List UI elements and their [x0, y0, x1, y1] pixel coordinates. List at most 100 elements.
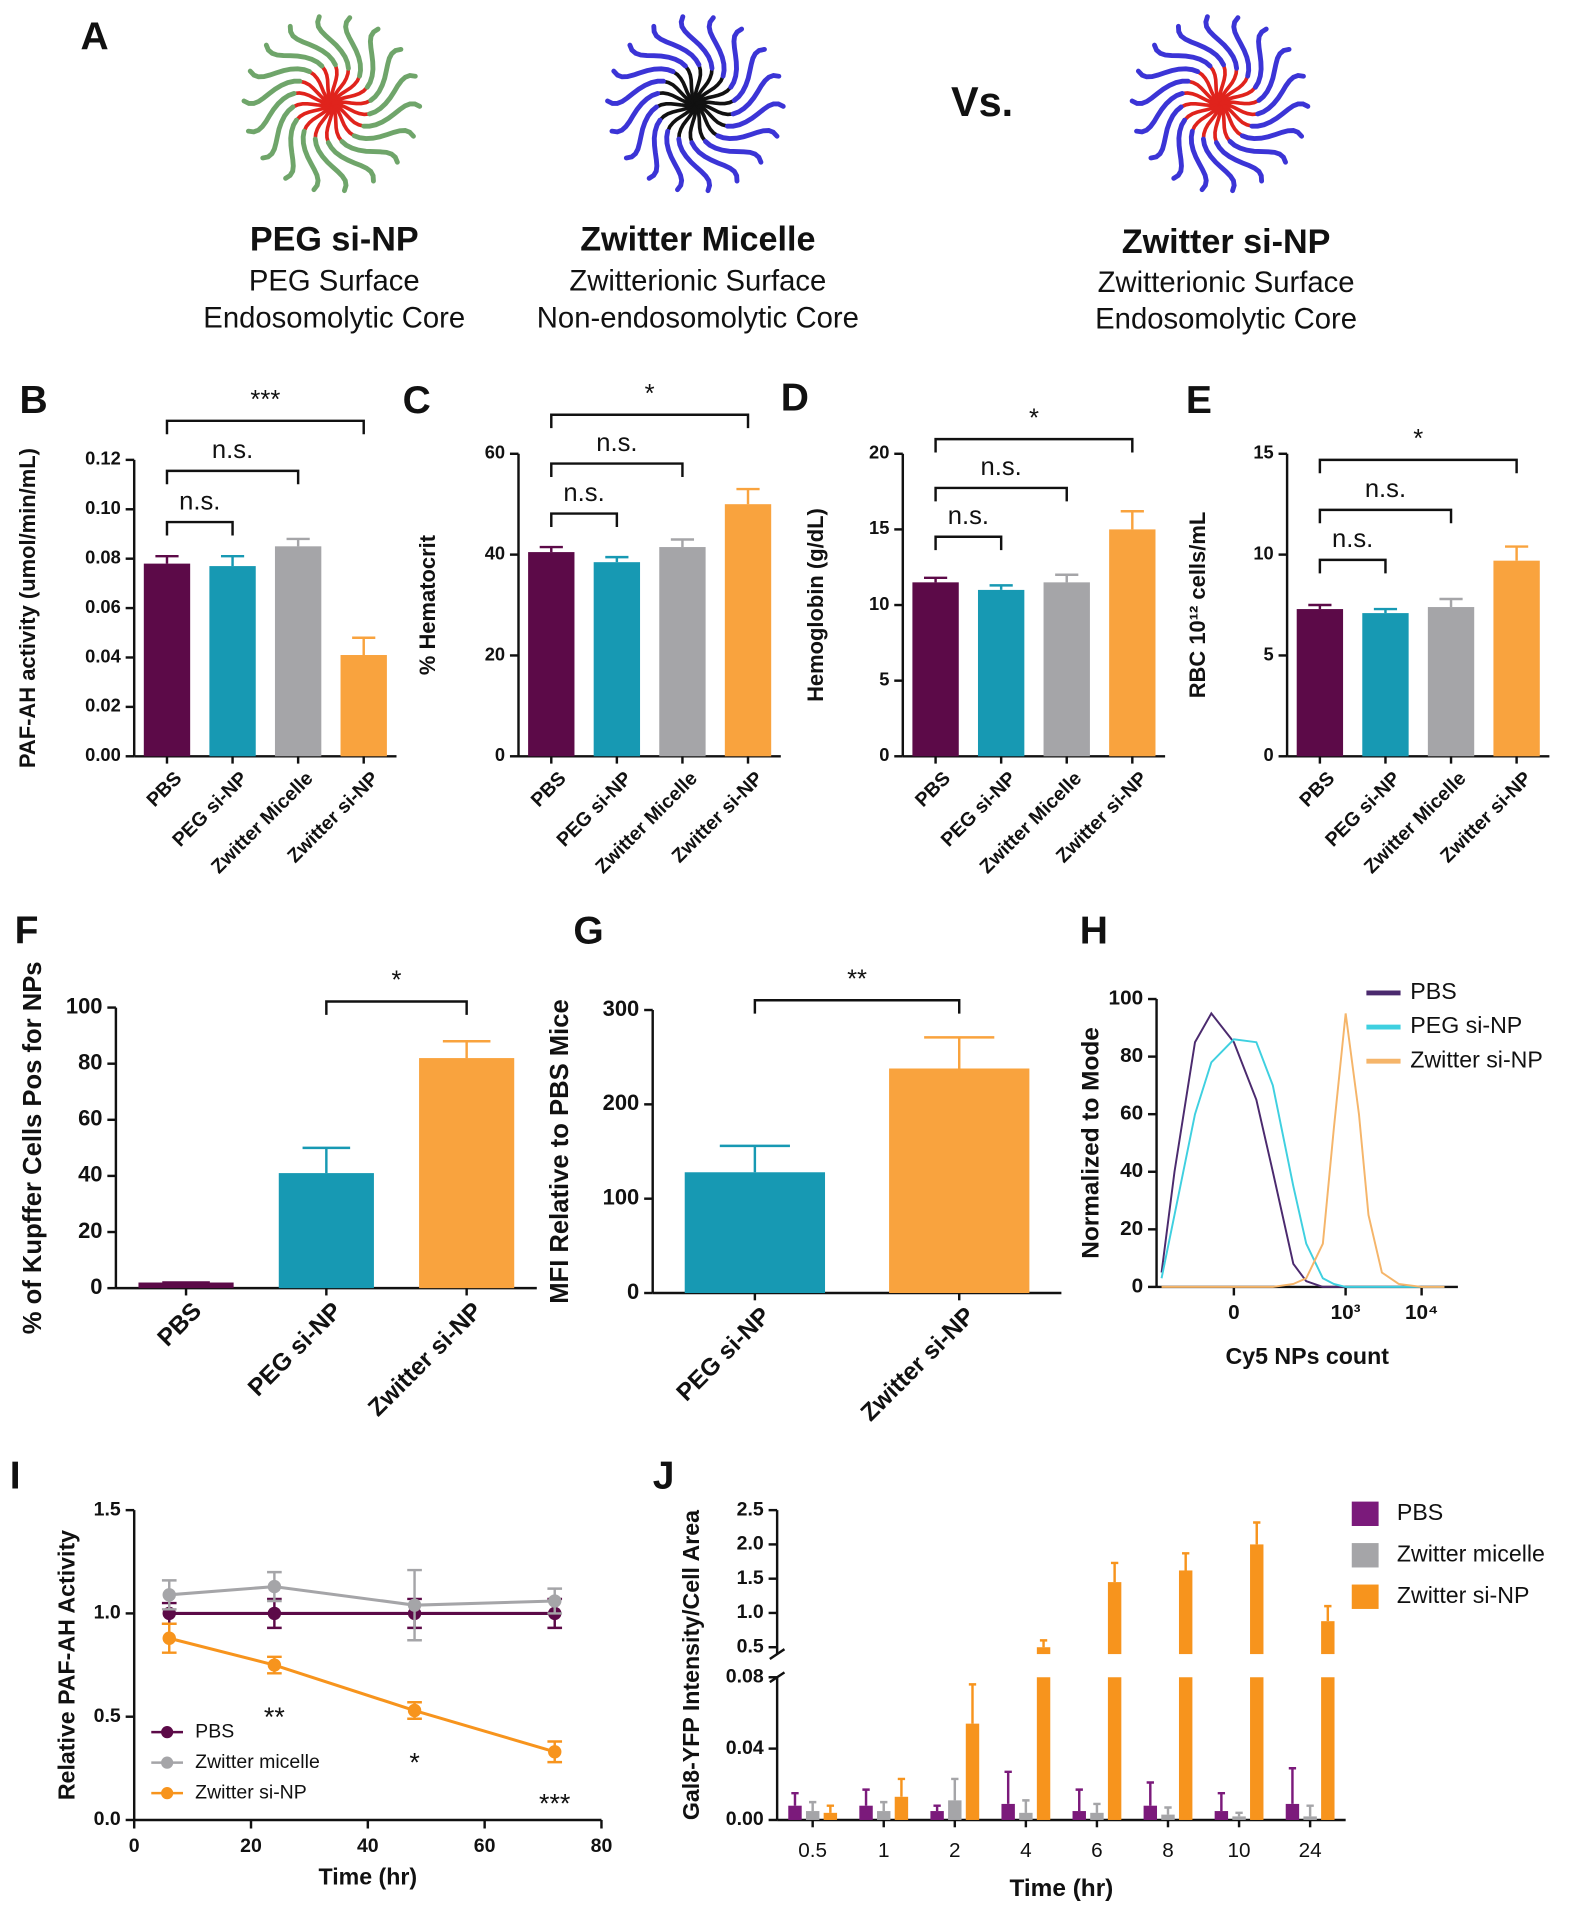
error-bar: [924, 1036, 995, 1069]
significance-bracket: [165, 520, 234, 536]
y-tick-label: 2.0: [737, 1533, 764, 1555]
y-axis-label: % Hematocrit: [415, 534, 440, 675]
y-tick-label: 0: [90, 1274, 102, 1299]
x-axis-label: Time (hr): [1009, 1875, 1113, 1902]
micelle-shell-chain: [1231, 15, 1252, 79]
micelle-shell-chain: [706, 15, 727, 79]
micelle-shell-chain: [260, 104, 296, 161]
micelle-core-chain: [1187, 79, 1221, 106]
np-description: Endosomolytic Core: [1095, 304, 1357, 336]
y-tick-label: 5: [879, 668, 889, 689]
micelle-shell-chain: [1249, 101, 1311, 129]
micelle-shell-chain: [1152, 42, 1213, 69]
bar: [1493, 560, 1540, 757]
panel-label: G: [573, 909, 603, 952]
y-axis-label: % of Kupffer Cells Pos for NPs: [19, 961, 47, 1334]
micelle-core-chain: [1218, 102, 1232, 143]
bar: [889, 1068, 1030, 1294]
micelle-core-chain: [325, 103, 335, 144]
bar: [930, 1811, 944, 1820]
y-tick-label: 60: [78, 1106, 102, 1131]
error-bar: [989, 584, 1013, 590]
y-axis-label: Normalized to Mode: [1077, 1027, 1104, 1259]
bar: [1303, 1816, 1317, 1820]
error-bar: [809, 1800, 817, 1812]
data-point: [267, 1658, 282, 1672]
micelle-shell-chain: [368, 46, 404, 103]
legend-swatch: [161, 1756, 174, 1769]
micelle-core-chain: [1217, 64, 1227, 104]
significance-bracket: [550, 462, 684, 477]
significance-label: *: [645, 380, 655, 408]
bar: [1285, 1803, 1300, 1820]
micelle-core-chain: [693, 102, 707, 143]
error-bar: [1308, 603, 1332, 610]
error-bar: [826, 1804, 835, 1813]
bar: [724, 504, 772, 757]
error-bar: [897, 1777, 906, 1797]
significance-label: ***: [539, 1789, 571, 1819]
error-bar: [539, 545, 563, 553]
y-axis-label: RBC 10¹² cells/mL: [1185, 512, 1210, 699]
error-bar: [923, 576, 948, 583]
micelle-core-chain: [331, 102, 365, 128]
y-tick-label: 40: [78, 1162, 102, 1187]
bar: [278, 1173, 374, 1289]
bar-upper: [1321, 1621, 1335, 1655]
bar: [1072, 1811, 1086, 1820]
micelle-core-chain: [694, 102, 719, 138]
micelle-core-chain: [330, 75, 362, 105]
micelle-shell-chain: [300, 128, 321, 193]
error-bar: [1288, 1767, 1297, 1804]
bar-upper: [1107, 1582, 1122, 1655]
micelle-shell-chain: [1227, 138, 1288, 165]
y-tick-label: 0.00: [85, 744, 121, 765]
micelle-shell-chain: [1214, 140, 1265, 184]
micelle-shell-chain: [664, 128, 685, 193]
significance-bracket: [325, 1000, 468, 1015]
y-tick-label: 0.10: [85, 497, 121, 518]
bar-lower: [1107, 1677, 1122, 1820]
significance-label: ***: [250, 386, 280, 414]
np-description: Zwitterionic Surface: [1098, 267, 1355, 299]
micelle-core-chain: [293, 91, 333, 106]
x-tick-label: Zwitter si-NP: [363, 1297, 487, 1421]
bar: [1214, 1811, 1229, 1820]
micelle-shell-chain: [1148, 104, 1184, 161]
np-description: Endosomolytic Core: [203, 302, 465, 334]
micelle-shell-chain: [724, 101, 786, 129]
y-tick-label: 0.08: [726, 1665, 764, 1687]
micelle-shell-chain: [1255, 73, 1306, 117]
legend-label: PBS: [195, 1720, 234, 1742]
data-point: [548, 1745, 562, 1759]
error-bar: [880, 1800, 888, 1812]
micelle-core-chain: [330, 85, 369, 106]
legend-label: Zwitter si-NP: [1410, 1046, 1543, 1072]
micelle-shell-chain: [1175, 23, 1226, 68]
micelle-shell-chain: [1200, 136, 1237, 194]
x-tick-label: 10: [1228, 1839, 1251, 1862]
bar: [209, 566, 256, 757]
micelle-shell-chain: [609, 90, 661, 135]
micelle-shell-chain: [263, 42, 325, 69]
micelle-shell-chain: [1171, 117, 1188, 181]
panel-label: B: [20, 379, 48, 422]
bar-lower: [1178, 1677, 1193, 1820]
y-tick-label: 0: [879, 744, 889, 765]
error-bar: [1505, 545, 1529, 561]
micelle-core-chain: [1190, 102, 1222, 133]
y-tick-label: 0: [495, 744, 505, 765]
x-tick-label: 2: [949, 1839, 961, 1862]
np-description: PEG Surface: [249, 266, 420, 298]
significance-label: *: [1413, 425, 1423, 453]
panel-label: J: [653, 1455, 675, 1498]
micelle-core-chain: [695, 101, 734, 117]
micelle-shell-chain: [646, 117, 663, 181]
bar: [528, 552, 575, 757]
data-point: [162, 1588, 176, 1602]
legend-label: PBS: [1410, 978, 1456, 1004]
micelle-shell-chain: [611, 66, 676, 80]
micelle-shell-chain: [287, 23, 338, 68]
bar: [805, 1811, 820, 1820]
